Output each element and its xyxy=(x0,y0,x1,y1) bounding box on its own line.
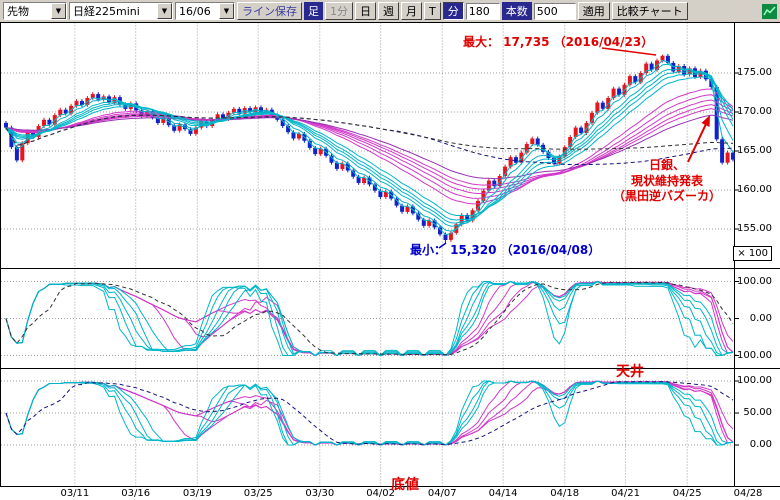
apply-button[interactable]: 適用 xyxy=(577,2,610,20)
timeframe-week-button[interactable]: 週 xyxy=(378,2,399,20)
boj-annotation-line3: （黒田逆バズーカ） xyxy=(612,189,721,204)
compare-chart-button[interactable]: 比較チャート xyxy=(611,2,688,20)
max-price-annotation: 最大： 17,735 （2016/04/23） xyxy=(463,35,654,49)
chart-tool-icon[interactable] xyxy=(762,3,777,19)
ceiling-annotation: 天井 xyxy=(616,364,644,380)
timeframe-month-button[interactable]: 月 xyxy=(401,2,422,20)
boj-annotation-line1: 日銀、 xyxy=(648,158,685,172)
boj-annotation-line2: 現状維持発表 xyxy=(630,173,703,188)
timeframe-tick-button[interactable]: T xyxy=(424,2,441,20)
instrument-type-select[interactable]: 先物 ▼ xyxy=(3,2,67,20)
instrument-select[interactable]: 日経225mini ▼ xyxy=(69,2,173,20)
timeframe-minute-button[interactable]: 分 xyxy=(442,2,464,20)
save-line-label: ライン保存 xyxy=(242,5,297,18)
timeframe-day-button[interactable]: 日 xyxy=(355,2,376,20)
min-price-annotation: 最小： 15,320 （2016/04/08） xyxy=(410,243,601,257)
save-line-button[interactable]: ライン保存 xyxy=(237,2,302,20)
bars-count-label: 本数 xyxy=(501,2,532,20)
minutes-input[interactable] xyxy=(465,2,500,20)
bars-count-input[interactable] xyxy=(533,2,576,20)
chevron-down-icon[interactable]: ▼ xyxy=(219,3,234,19)
boj-announcement-annotation: 日銀、 現状維持発表 （黒田逆バズーカ） xyxy=(597,158,737,205)
instrument-value: 日経225mini xyxy=(73,5,140,18)
instrument-type-value: 先物 xyxy=(7,5,29,18)
chevron-down-icon[interactable]: ▼ xyxy=(51,3,66,19)
price-multiplier-badge: × 100 xyxy=(733,246,772,261)
bottom-annotation: 底値 xyxy=(391,477,419,493)
bar-type-label: 足 xyxy=(304,2,323,20)
toolbar: 先物 ▼ 日経225mini ▼ 16/06 ▼ ライン保存 足 1分 日 週 … xyxy=(0,0,780,22)
chart-canvas[interactable] xyxy=(0,22,780,500)
chevron-down-icon[interactable]: ▼ xyxy=(157,3,172,19)
contract-month-select[interactable]: 16/06 ▼ xyxy=(175,2,235,20)
timeframe-1min-button[interactable]: 1分 xyxy=(325,2,353,20)
contract-month-value: 16/06 xyxy=(179,4,211,18)
